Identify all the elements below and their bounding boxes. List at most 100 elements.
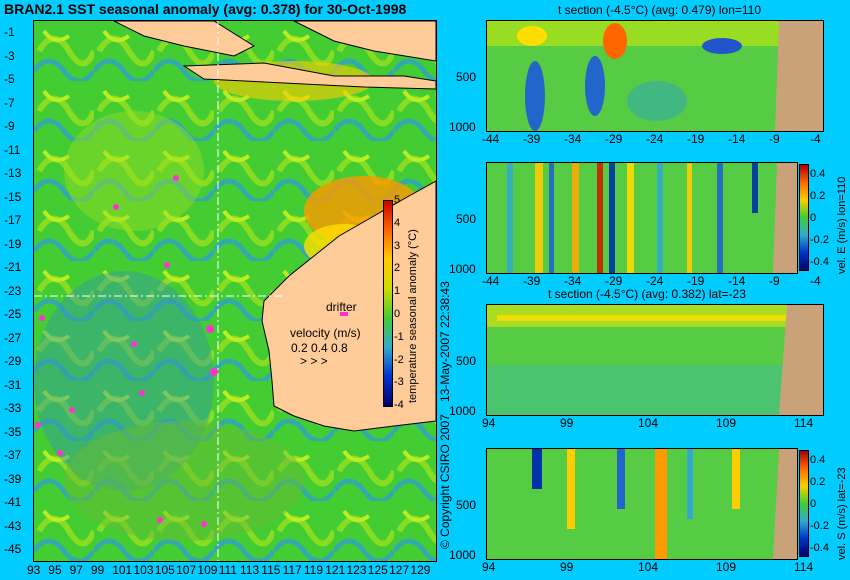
- section-x-tick: 94: [482, 560, 496, 574]
- map-x-tick: 121: [325, 563, 346, 577]
- map-y-tick: -33: [4, 401, 22, 415]
- map-x-tick: 107: [176, 563, 197, 577]
- map-y-tick: -5: [4, 72, 15, 86]
- sst-colorbar-tick: -2: [394, 353, 404, 366]
- map-y-tick: -17: [4, 213, 22, 227]
- sst-colorbar-tick: -3: [394, 376, 404, 389]
- vel-s-section: [487, 449, 797, 559]
- map-y-tick: -43: [4, 518, 22, 533]
- section-y-tick: 1000: [449, 404, 476, 418]
- drifter-markers: [35, 175, 218, 527]
- date-stamp: 13-May-2007 22:38:43: [438, 281, 452, 402]
- map-x-tick: 119: [303, 563, 324, 577]
- section-x-tick: -4: [810, 274, 821, 288]
- land-sumatra: [113, 21, 256, 57]
- vel-e-colorbar: [799, 164, 809, 271]
- sst-colorbar-label: temperature seasonal anomaly (°C): [407, 229, 419, 403]
- map-y-tick: -41: [4, 495, 22, 509]
- section-x-tick: 99: [560, 416, 574, 430]
- sst-colorbar-tick: -1: [394, 330, 404, 343]
- main-title: BRAN2.1 SST seasonal anomaly (avg: 0.378…: [4, 1, 407, 17]
- vel-s-section-panel: [486, 448, 798, 560]
- section-x-tick: -9: [769, 274, 780, 288]
- section-x-tick: -34: [564, 132, 582, 146]
- panel3-title: t section (-4.5°C) (avg: 0.382) lat=-23: [548, 287, 746, 301]
- vel-colorbar-tick: 0.4: [810, 454, 826, 466]
- sst-map-panel: [33, 20, 437, 562]
- drifter-label: drifter: [326, 300, 357, 314]
- panel1-title: t section (-4.5°C) (avg: 0.479) lon=110: [558, 3, 762, 17]
- map-y-tick: -7: [4, 95, 15, 110]
- sst-colorbar: [383, 200, 393, 407]
- velocity-label: velocity (m/s): [290, 326, 361, 340]
- map-y-tick: -23: [4, 283, 22, 298]
- section-x-tick: 114: [794, 416, 814, 430]
- section-x-tick: -44: [482, 132, 500, 146]
- section-y-tick: 1000: [449, 548, 476, 562]
- warm-region: [64, 111, 204, 231]
- section-x-tick: -19: [687, 132, 705, 146]
- map-y-tick: -19: [4, 236, 22, 251]
- map-x-tick: 97: [69, 563, 83, 577]
- section-x-tick: -4: [810, 132, 821, 146]
- map-x-tick: 95: [48, 563, 62, 577]
- section-x-tick: -14: [728, 274, 746, 288]
- section-x-tick: 99: [560, 560, 574, 574]
- section-x-tick: 109: [716, 560, 737, 574]
- vel-e-section: [487, 163, 797, 273]
- vel-e-label: vel. E (m/s) lon=110: [836, 176, 848, 274]
- map-y-tick: -11: [4, 142, 21, 157]
- section-x-tick: -44: [482, 274, 500, 288]
- vel-colorbar-tick: 0: [810, 212, 817, 224]
- section-y-tick: 500: [456, 497, 477, 512]
- map-y-tick: -35: [4, 424, 22, 439]
- temp-section-lon: [487, 21, 823, 131]
- map-y-tick: -31: [4, 377, 22, 392]
- sst-colorbar-tick: 0: [394, 308, 401, 320]
- temp-section-lat-panel: [486, 304, 824, 416]
- map-x-tick: 115: [261, 563, 281, 577]
- mixed-region: [64, 421, 304, 541]
- section-x-tick: 109: [716, 416, 737, 430]
- sst-colorbar-tick: 2: [394, 262, 401, 275]
- map-y-tick: -15: [4, 189, 22, 204]
- map-y-tick: -25: [4, 307, 22, 321]
- map-x-tick: 99: [90, 563, 105, 577]
- section-x-tick: 104: [638, 416, 659, 430]
- vel-colorbar-tick: -0.2: [810, 520, 829, 532]
- copyright-text: © Copyright CSIRO 2007: [438, 414, 452, 549]
- velocity-values: 0.2 0.4 0.8: [291, 341, 348, 355]
- vel-colorbar-tick: -0.4: [810, 256, 829, 268]
- temp-section-lon-panel: [486, 20, 824, 132]
- map-y-tick: -39: [4, 471, 22, 486]
- vel-colorbar-tick: -0.2: [810, 234, 829, 246]
- sst-colorbar-tick: -4: [394, 399, 404, 412]
- map-x-tick: 123: [346, 563, 367, 577]
- section-x-tick: -34: [564, 274, 582, 288]
- map-y-tick: -45: [4, 542, 22, 556]
- map-x-tick: 117: [282, 563, 302, 577]
- map-y-tick: -3: [4, 48, 15, 63]
- map-x-tick: 125: [367, 563, 388, 577]
- vel-colorbar-tick: 0: [810, 498, 817, 510]
- map-y-tick: -21: [4, 260, 22, 274]
- map-x-tick: 127: [389, 563, 410, 577]
- section-x-tick: -19: [687, 274, 705, 288]
- map-x-tick: 105: [154, 563, 175, 577]
- section-y-tick: 500: [456, 211, 477, 226]
- vel-colorbar-tick: 0.4: [810, 168, 826, 180]
- map-y-tick: -1: [4, 25, 15, 39]
- velocity-arrows: > > >: [300, 354, 328, 368]
- section-x-tick: 114: [794, 560, 814, 574]
- section-y-tick: 500: [456, 353, 477, 368]
- sst-colorbar-tick: 3: [394, 239, 401, 252]
- map-x-tick: 109: [197, 563, 218, 577]
- vel-e-section-panel: [486, 162, 798, 274]
- section-x-tick: -14: [728, 132, 746, 146]
- sst-colorbar-tick: 1: [394, 285, 401, 298]
- map-x-tick: 111: [218, 563, 237, 577]
- section-x-tick: -24: [646, 132, 664, 146]
- map-x-tick: 93: [27, 563, 41, 577]
- section-x-tick: -29: [605, 132, 623, 146]
- map-y-tick: -29: [4, 354, 22, 368]
